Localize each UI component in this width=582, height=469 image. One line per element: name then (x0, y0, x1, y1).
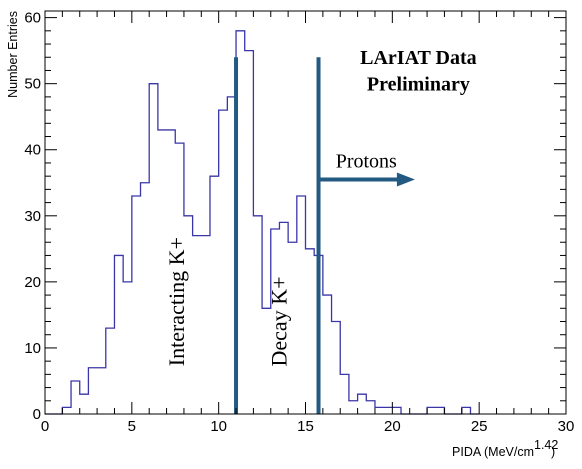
y-tick-label: 0 (33, 406, 41, 423)
histogram-series (45, 30, 480, 415)
x-tick-label: 10 (210, 418, 227, 435)
x-tick-label: 15 (297, 418, 314, 435)
y-axis-title: Number Entries (6, 11, 20, 98)
annotation-preliminary: Preliminary (367, 73, 470, 95)
y-tick-label: 50 (24, 76, 41, 93)
annotation-interacting-k: Interacting K+ (164, 237, 189, 366)
annotation-protons: Protons (336, 151, 397, 173)
x-axis-title-exponent: 1.42 (534, 438, 558, 452)
y-tick-label: 20 (24, 274, 41, 291)
x-tick-label: 25 (471, 418, 488, 435)
x-axis-title-close: ) (551, 445, 555, 459)
x-tick-label: 20 (384, 418, 401, 435)
y-tick-label: 30 (24, 208, 41, 225)
x-tick-label: 0 (41, 418, 49, 435)
x-tick-label: 5 (128, 418, 136, 435)
y-tick-label: 60 (24, 10, 41, 27)
annotation-lariat-data: LArIAT Data (360, 47, 476, 69)
y-tick-label: 40 (24, 142, 41, 159)
protons-arrow-head (396, 172, 415, 187)
x-tick-label: 30 (558, 418, 575, 435)
annotation-decay-k: Decay K+ (266, 277, 291, 367)
y-tick-label: 10 (24, 340, 41, 357)
x-axis-title: PIDA (MeV/cm (452, 445, 534, 459)
